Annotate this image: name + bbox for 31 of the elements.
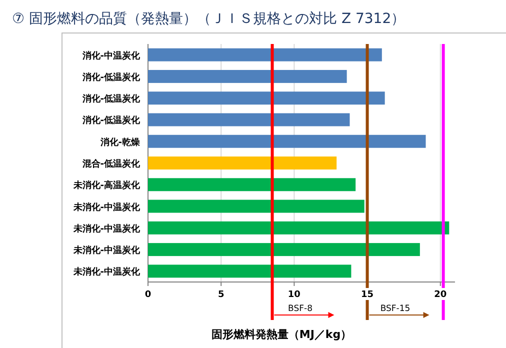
x-tick-label: 10 (288, 290, 300, 300)
x-tick-label: 15 (361, 290, 374, 300)
x-tick-label: 20 (434, 290, 447, 300)
chart-title: ⑦ 固形燃料の品質（発熱量）（ＪＩＳ規格との対比 Z 7312） (12, 11, 406, 27)
y-tick-label: 未消化-中温炭化 (72, 202, 141, 213)
ref-line-label: BSF-8 (288, 304, 312, 314)
bar (148, 48, 382, 62)
y-tick-label: 未消化-中温炭化 (72, 223, 141, 234)
x-tick-label: 0 (144, 290, 152, 300)
y-tick-label: 未消化-中温炭化 (72, 245, 141, 256)
y-tick-label: 未消化-中温炭化 (72, 266, 141, 278)
bar (148, 221, 450, 234)
y-tick-label: 未消化-高温炭化 (72, 180, 141, 192)
x-tick-label: 5 (218, 290, 224, 300)
bar (148, 178, 356, 192)
bar (148, 156, 337, 170)
y-tick-label: 消化-低温炭化 (81, 94, 141, 105)
y-tick-label: 消化-中温炭化 (81, 50, 141, 62)
bar (148, 92, 385, 105)
y-tick-label: 消化-低温炭化 (81, 115, 141, 126)
y-tick-label: 消化-乾燥 (99, 136, 141, 148)
bar (148, 113, 350, 126)
x-axis-title: 固形燃料発熱量（MJ／kg） (211, 328, 352, 341)
bar (148, 134, 426, 148)
ref-line-label: BSF-15 (380, 304, 410, 314)
bar (148, 243, 420, 256)
bar (148, 70, 347, 83)
bar (148, 200, 364, 213)
y-tick-label: 消化-低温炭化 (81, 72, 141, 83)
y-tick-label: 混合-低温炭化 (81, 158, 141, 170)
bar (148, 264, 352, 278)
